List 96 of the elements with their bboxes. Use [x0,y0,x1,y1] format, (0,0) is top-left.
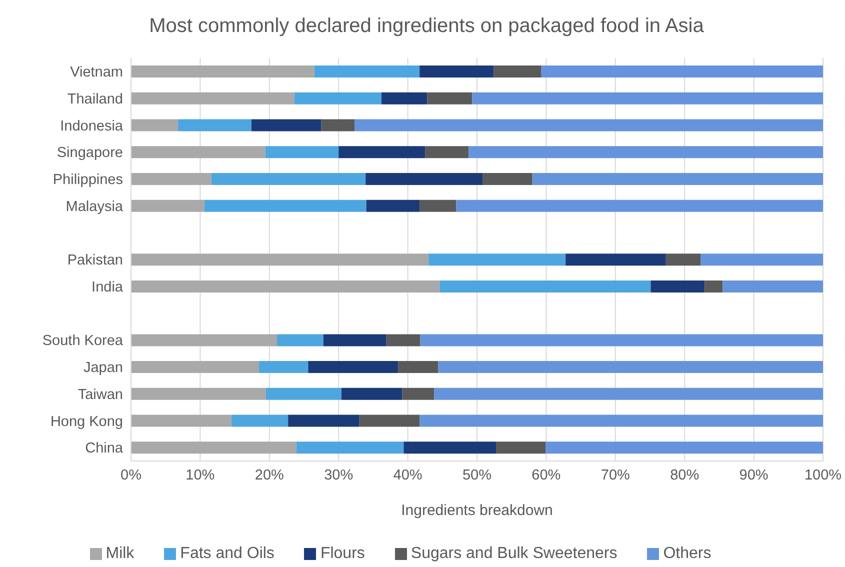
legend-label: Flours [320,545,365,562]
x-tick-label: 40% [393,467,422,484]
legend-label: Milk [106,545,134,562]
bar [482,172,532,185]
legend-label: Fats and Oils [180,545,274,562]
x-tick-label: 0% [120,467,142,484]
bar [386,334,420,346]
bar [420,414,823,427]
bar [427,92,472,104]
bar [496,442,546,454]
x-tick-label: 30% [324,467,354,484]
bar [338,146,426,158]
bar [131,66,314,78]
bar [251,119,322,132]
x-tick-label: 20% [254,467,284,484]
legend-label: Sugars and Bulk Sweeteners [410,545,618,562]
x-axis-title: Ingredients breakdown [401,502,553,519]
bar [294,92,382,104]
bar [700,254,823,266]
bar [438,361,823,374]
bar [131,92,294,104]
y-tick-label: China [85,440,124,457]
bar [131,119,178,132]
bar [131,388,266,400]
y-tick-label: Singapore [56,145,123,162]
y-tick-label: Malaysia [66,198,124,215]
x-tick-label: 60% [532,467,561,484]
bar [420,200,456,212]
bar [398,361,438,374]
bar [259,361,308,374]
bar [131,146,266,158]
bar [131,200,204,212]
bar [323,334,386,346]
bar [308,361,398,374]
y-tick-label: Pakistan [67,252,123,269]
y-tick-label: Taiwan [78,386,123,403]
y-tick-label: India [92,280,124,296]
bar [366,172,483,185]
bar [265,146,339,158]
bar [440,280,651,292]
bar [428,254,566,266]
y-tick-label: Vietnam [70,64,123,81]
bar [277,334,324,346]
bar [321,119,355,132]
bar [366,200,420,212]
bar [566,254,666,266]
bar [420,66,494,78]
bar [131,414,232,427]
bar [314,66,420,78]
bar [425,146,469,158]
bar [722,280,823,292]
bar [231,414,288,427]
y-tick-label: South Korea [42,333,124,350]
y-tick-label: Indonesia [60,118,124,134]
bar [402,388,434,400]
bar [131,172,212,185]
bar [650,280,705,292]
x-tick-label: 50% [462,467,492,484]
bar [266,388,342,400]
bar [420,334,823,346]
bar [704,280,723,292]
bar [131,254,429,266]
bar [131,334,278,346]
bar [382,92,428,104]
bar [546,442,823,454]
bar [288,414,360,427]
x-tick-label: 80% [670,467,700,484]
legend-label: Others [663,545,712,562]
bar [296,442,404,454]
bar [359,414,420,427]
bar [666,254,701,266]
bar [354,119,823,132]
bar [456,200,823,212]
bar [211,172,366,185]
bar [404,442,496,454]
y-tick-label: Philippines [52,172,123,188]
y-tick-label: Hong Kong [50,414,123,430]
x-tick-label: 90% [739,467,768,484]
x-tick-label: 70% [600,467,630,484]
bar [204,200,366,212]
x-tick-label: 100% [804,467,842,484]
x-tick-label: 10% [186,467,215,484]
bar [131,280,440,292]
bar [494,66,542,78]
bar [341,388,402,400]
bar [434,388,823,400]
y-tick-label: Japan [83,360,123,376]
bar [541,66,823,78]
bar [468,146,823,158]
bar [472,92,823,104]
chart-title: Most commonly declared ingredients on packaged food in Asia [148,14,705,39]
y-tick-label: Thailand [67,91,123,108]
bar [131,361,260,374]
bar [131,442,296,454]
bar [178,119,252,132]
bar [532,172,823,185]
